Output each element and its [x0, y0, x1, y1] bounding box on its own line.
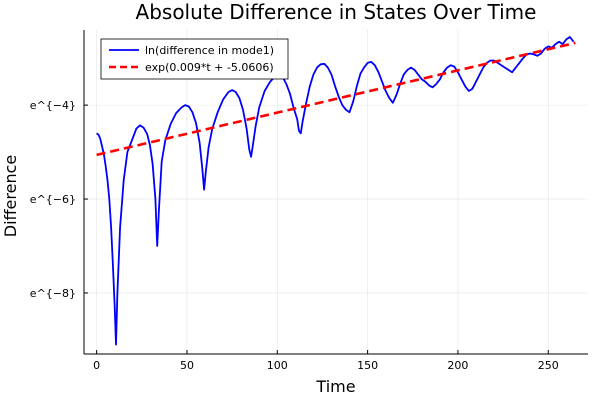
series-group	[96, 36, 576, 346]
x-axis-label: Time	[315, 377, 355, 396]
y-tick-label-0: e^{−8}	[30, 287, 76, 300]
legend-label-0: ln(difference in mode1)	[145, 44, 274, 57]
legend-label-1: exp(0.009*t + -5.0606)	[145, 61, 274, 74]
series-line-0	[96, 36, 575, 346]
x-tick-label-0: 0	[93, 359, 100, 372]
legend: ln(difference in mode1) exp(0.009*t + -5.…	[100, 38, 289, 80]
grid-lines	[84, 30, 588, 354]
y-tick-label-2: e^{−4}	[30, 99, 76, 112]
y-axis-ticks: e^{−8} e^{−6} e^{−4}	[30, 99, 88, 300]
x-tick-label-4: 200	[447, 359, 468, 372]
chart-title: Absolute Difference in States Over Time	[136, 0, 537, 24]
x-tick-label-2: 100	[267, 359, 288, 372]
legend-box	[100, 38, 289, 80]
y-tick-label-1: e^{−6}	[30, 193, 76, 206]
x-axis-ticks: 0 50 100 150 200 250	[93, 350, 559, 372]
x-tick-label-5: 250	[538, 359, 559, 372]
y-axis-label: Difference	[1, 155, 20, 237]
x-tick-label-3: 150	[357, 359, 378, 372]
plot-frame	[83, 30, 588, 355]
series-line-1	[96, 41, 576, 157]
x-tick-label-1: 50	[180, 359, 194, 372]
